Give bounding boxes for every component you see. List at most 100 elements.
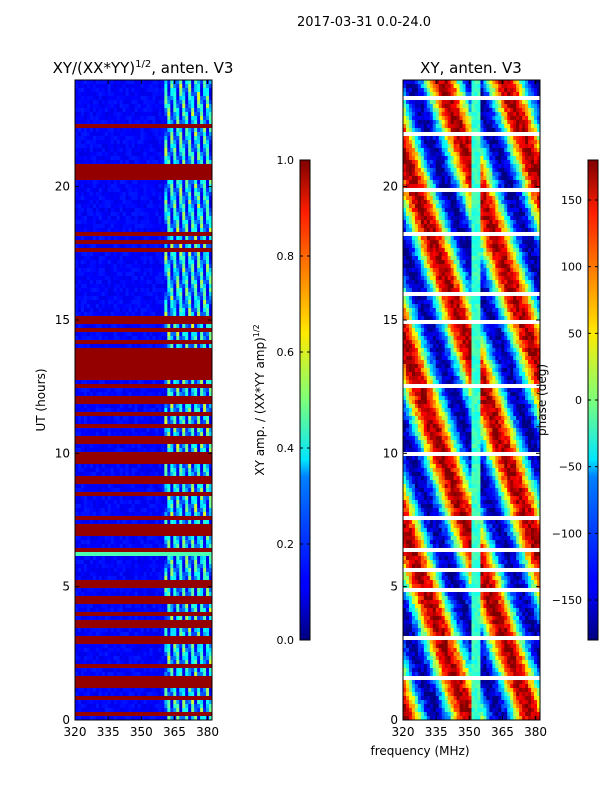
heatmap-cell <box>170 172 174 177</box>
heatmap-cell <box>89 328 94 333</box>
heatmap-cell <box>164 160 168 165</box>
heatmap-cell <box>86 416 91 421</box>
heatmap-cell <box>200 456 204 461</box>
heatmap-cell <box>131 408 135 413</box>
heatmap-cell <box>77 96 82 101</box>
heatmap-cell <box>200 136 204 141</box>
heatmap-cell <box>110 296 115 301</box>
heatmap-cell <box>110 276 115 281</box>
heatmap-cell <box>143 216 147 221</box>
heatmap-cell <box>104 268 109 273</box>
heatmap-cell <box>188 316 192 321</box>
heatmap-cell <box>209 124 212 129</box>
heatmap-cell <box>119 352 124 357</box>
heatmap-cell <box>104 92 109 97</box>
heatmap-cell <box>191 164 195 169</box>
heatmap-cell <box>194 80 198 85</box>
heatmap-cell <box>75 432 79 437</box>
heatmap-cell <box>143 284 147 289</box>
heatmap-cell <box>143 296 147 301</box>
heatmap-cell <box>113 156 118 161</box>
heatmap-cell <box>137 108 141 113</box>
heatmap-cell <box>107 128 112 133</box>
heatmap-cell <box>104 384 109 389</box>
heatmap-cell <box>182 252 186 257</box>
heatmap-cell <box>86 424 91 429</box>
heatmap-cell <box>158 88 162 93</box>
heatmap-cell <box>92 388 97 393</box>
heatmap-cell <box>107 104 112 109</box>
heatmap-cell <box>176 88 180 93</box>
heatmap-cell <box>194 300 198 305</box>
heatmap-cell <box>83 260 88 265</box>
heatmap-cell <box>101 364 106 369</box>
heatmap-cell <box>143 208 147 213</box>
heatmap-cell <box>95 324 100 329</box>
heatmap-cell <box>80 388 85 393</box>
heatmap-cell <box>116 412 121 417</box>
heatmap-cell <box>161 236 165 241</box>
heatmap-cell <box>140 376 144 381</box>
heatmap-cell <box>125 368 130 373</box>
heatmap-cell <box>98 396 103 401</box>
heatmap-cell <box>185 220 189 225</box>
heatmap-cell <box>206 352 210 357</box>
heatmap-cell <box>140 248 144 253</box>
heatmap-cell <box>170 324 174 329</box>
heatmap-cell <box>83 384 88 389</box>
heatmap-cell <box>152 308 156 313</box>
heatmap-cell <box>179 228 183 233</box>
heatmap-cell <box>116 480 121 485</box>
heatmap-cell <box>170 308 174 313</box>
heatmap-cell <box>155 268 159 273</box>
heatmap-cell <box>188 396 192 401</box>
heatmap-cell <box>188 136 192 141</box>
heatmap-cell <box>131 148 135 153</box>
heatmap-cell <box>155 304 159 309</box>
heatmap-cell <box>200 124 204 129</box>
heatmap-cell <box>116 376 121 381</box>
heatmap-cell <box>206 348 210 353</box>
heatmap-cell <box>101 104 106 109</box>
heatmap-cell <box>155 504 159 509</box>
heatmap-cell <box>152 444 156 449</box>
heatmap-cell <box>188 388 192 393</box>
heatmap-cell <box>173 140 177 145</box>
heatmap-cell <box>77 144 82 149</box>
heatmap-cell <box>98 92 103 97</box>
heatmap-cell <box>95 252 100 257</box>
heatmap-cell <box>209 288 212 293</box>
heatmap-cell <box>194 272 198 277</box>
heatmap-cell <box>149 428 153 433</box>
heatmap-cell <box>146 388 150 393</box>
heatmap-cell <box>173 392 177 397</box>
heatmap-cell <box>191 348 195 353</box>
heatmap-cell <box>197 296 201 301</box>
heatmap-cell <box>152 500 156 505</box>
heatmap-cell <box>170 320 174 325</box>
heatmap-cell <box>80 124 85 129</box>
heatmap-cell <box>116 312 121 317</box>
heatmap-cell <box>173 456 177 461</box>
heatmap-cell <box>89 188 94 193</box>
heatmap-cell <box>77 372 82 377</box>
heatmap-cell <box>176 184 180 189</box>
heatmap-cell <box>191 320 195 325</box>
heatmap-cell <box>116 424 121 429</box>
heatmap-cell <box>164 396 168 401</box>
heatmap-cell <box>179 120 183 125</box>
heatmap-cell <box>197 500 201 505</box>
heatmap-cell <box>80 112 85 117</box>
heatmap-cell <box>89 340 94 345</box>
heatmap-cell <box>206 84 210 89</box>
heatmap-cell <box>101 356 106 361</box>
heatmap-cell <box>92 168 97 173</box>
heatmap-cell <box>122 196 127 201</box>
heatmap-cell <box>128 316 132 321</box>
heatmap-cell <box>158 316 162 321</box>
heatmap-cell <box>119 264 124 269</box>
heatmap-cell <box>161 132 165 137</box>
heatmap-cell <box>194 344 198 349</box>
heatmap-cell <box>83 184 88 189</box>
heatmap-cell <box>155 128 159 133</box>
